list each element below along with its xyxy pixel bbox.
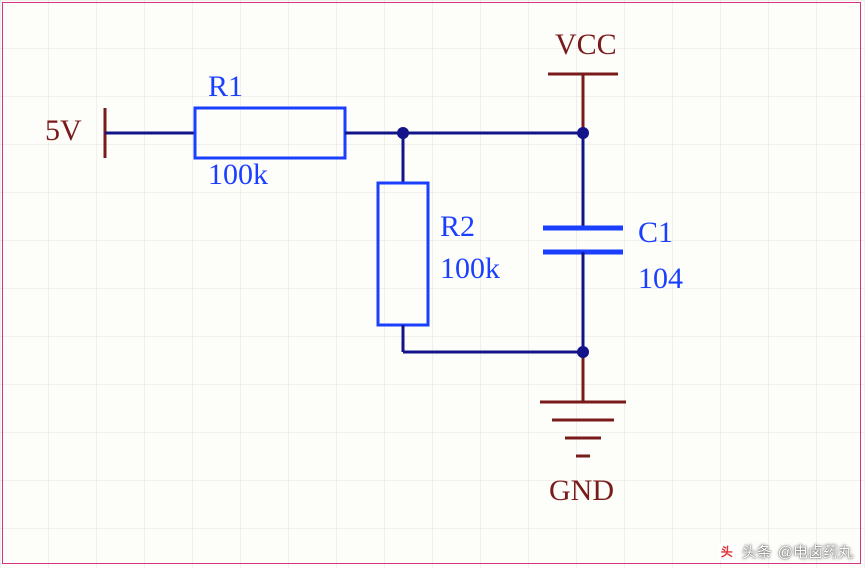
- watermark-prefix: 头条: [742, 541, 772, 562]
- r1-ref: R1: [208, 72, 243, 102]
- r2-body: [378, 183, 428, 325]
- c1-ref: C1: [638, 218, 673, 248]
- watermark-text: @电卤药丸: [778, 541, 853, 562]
- watermark-icon: 头: [718, 543, 736, 561]
- vcc-label: VCC: [555, 30, 617, 60]
- r2-value: 100k: [440, 254, 500, 284]
- junction-icon: [577, 346, 589, 358]
- r1-body: [195, 108, 345, 158]
- r1-value: 100k: [208, 160, 268, 190]
- junction-icon: [397, 127, 409, 139]
- schematic-canvas: 5V VCC GND R1 100k R2 100k C1 104 头 头条 @…: [0, 0, 865, 568]
- schematic-svg: [0, 0, 865, 568]
- junction-icon: [577, 127, 589, 139]
- gnd-label: GND: [549, 476, 614, 506]
- r2-ref: R2: [440, 212, 475, 242]
- c1-value: 104: [638, 264, 683, 294]
- watermark: 头 头条 @电卤药丸: [718, 541, 853, 562]
- vin-label: 5V: [45, 116, 82, 146]
